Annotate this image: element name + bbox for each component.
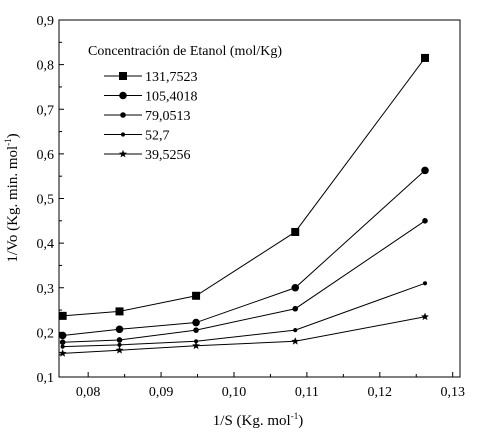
legend-marker-4 [120, 132, 126, 137]
series-5-point [192, 341, 201, 350]
y-tick-label: 0,4 [37, 237, 55, 252]
series-4-point [117, 342, 122, 347]
series-3-point [116, 337, 123, 343]
legend-label-5: 39,5256 [145, 148, 191, 163]
series-2-point [58, 331, 67, 340]
series-1-point [115, 307, 124, 316]
series-3-point [292, 305, 299, 312]
x-tick-label: 0,13 [440, 385, 465, 400]
series-5-point [58, 349, 67, 357]
series-2-point [115, 325, 124, 334]
series-4-point [422, 281, 428, 286]
series-2-point [291, 283, 300, 292]
series-3-point [59, 339, 66, 345]
y-axis-label: 1/Vo (Kg. min. mol-1) [3, 133, 21, 262]
x-tick-label: 0,10 [222, 385, 247, 400]
series-3-point [422, 218, 428, 224]
series-1-point [58, 311, 67, 320]
legend-marker-5 [118, 149, 128, 158]
y-tick-label: 0,2 [37, 326, 55, 341]
legend: Concentración de Etanol (mol/Kg) 131,752… [88, 44, 282, 163]
x-axis-label: 1/S (Kg. mol-1) [213, 411, 303, 429]
legend-label-3: 79,0513 [145, 109, 191, 124]
series-2-point [421, 166, 429, 175]
y-tick-label: 0,1 [37, 371, 55, 386]
series-5-point [115, 346, 124, 354]
y-tick-label: 0,9 [37, 14, 55, 29]
legend-title: Concentración de Etanol (mol/Kg) [88, 44, 282, 59]
x-tick-label: 0,09 [149, 385, 174, 400]
x-tick-label: 0,08 [76, 385, 101, 400]
legend-marker-1 [119, 72, 127, 80]
series-5-point [420, 312, 430, 321]
series-line-5 [62, 316, 426, 354]
x-tick-label: 0,11 [295, 385, 319, 400]
series-1-point [421, 53, 430, 62]
x-tick-label: 0,12 [368, 385, 393, 400]
series-1-point [192, 291, 201, 300]
y-tick-label: 0,8 [37, 59, 55, 74]
series-3-point [193, 327, 199, 333]
legend-label-2: 105,4018 [145, 90, 198, 105]
legend-marker-3 [120, 112, 126, 118]
y-tick-label: 0,5 [37, 193, 55, 208]
series-4-point [60, 344, 65, 349]
y-tick-label: 0,7 [37, 103, 55, 118]
series-4-point [293, 328, 298, 333]
series-1-point [291, 227, 300, 236]
series-5-point [291, 337, 300, 345]
series-markers [58, 53, 430, 357]
legend-label-1: 131,7523 [145, 70, 198, 85]
legend-label-4: 52,7 [145, 129, 170, 144]
y-tick-label: 0,6 [37, 148, 55, 163]
legend-marker-2 [119, 91, 127, 100]
series-2-point [192, 318, 200, 327]
series-line-1 [62, 57, 426, 317]
y-tick-label: 0,3 [37, 282, 55, 297]
axis-ticks: 0,1 0,2 0,3 0,4 0,5 0,6 0,7 0,8 0,9 0,08 0,09 0,10 0… [37, 14, 465, 400]
series-line-3 [62, 220, 426, 343]
